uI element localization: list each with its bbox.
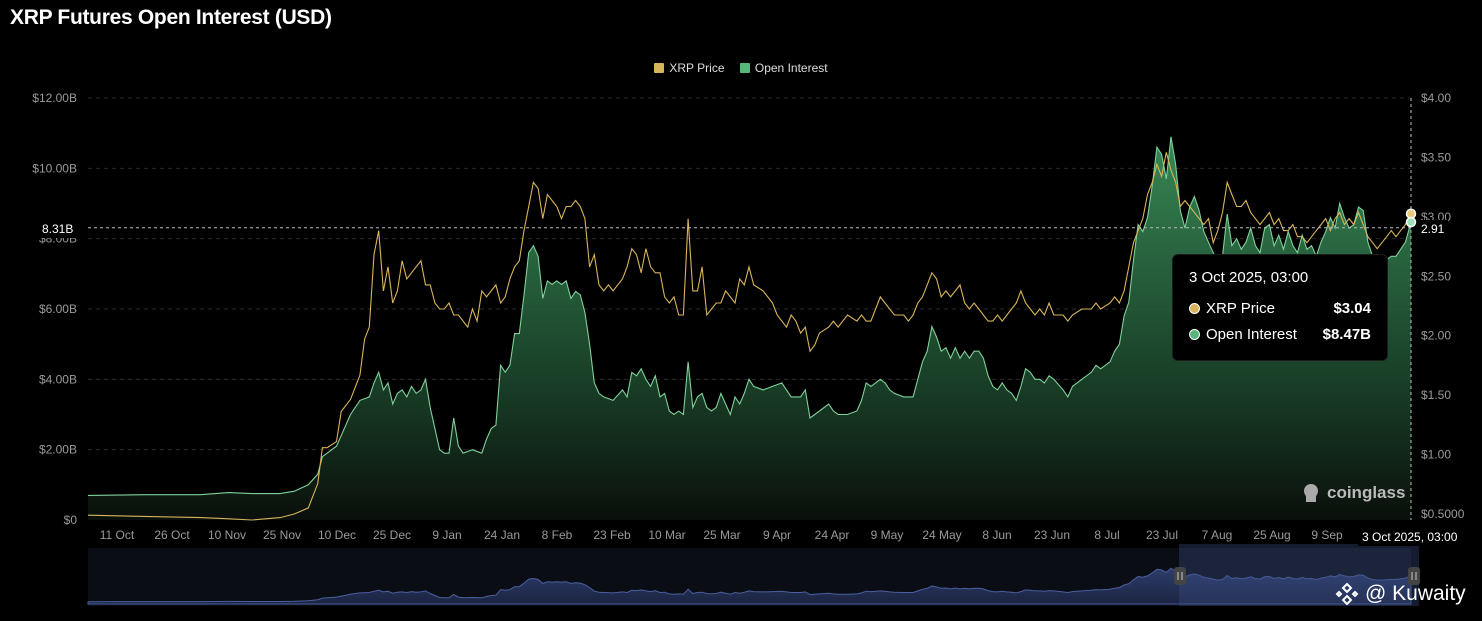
watermark: @ Kuwaity [1335,582,1466,606]
y-right-tick-label: $4.00 [1421,91,1451,105]
x-tick-label: 24 Jan [484,528,520,542]
watermark-text: @ Kuwaity [1365,582,1466,605]
tooltip-value-xrp-price: $3.04 [1333,300,1371,317]
xrp-price-line [87,152,1412,521]
legend-swatch-open-interest [739,63,750,73]
coinglass-logo-text: coinglass [1327,483,1406,502]
navigator-series [87,567,1412,605]
tooltip-label-xrp-price: XRP Price [1206,300,1275,317]
legend-label-open-interest: Open Interest [754,61,828,75]
y-axis-left: $0$2.00B$4.00B$6.00B$8.00B$10.00B$12.00B [32,91,77,527]
tooltip-row-xrp-price: XRP Price $3.04 [1189,300,1371,317]
x-axis: 11 Oct 26 Oct 10 Nov 25 Nov 10 Dec 25 Dec 9 Ja… [100,528,1343,542]
y-right-tick-label: $1.50 [1421,388,1451,402]
crosshair-date-label: 3 Oct 2025, 03:00 [1358,528,1462,546]
x-tick-label: 25 Nov [263,528,301,542]
tooltip-dot-open-interest [1189,329,1200,340]
y-left-tick-label: $4.00B [39,372,77,386]
y-left-tick-label: $12.00B [32,91,77,105]
x-tick-label: 10 Dec [318,528,356,542]
open-interest-marker [1405,216,1417,228]
x-tick-label: 25 Mar [703,528,740,542]
legend-item-xrp-price[interactable]: XRP Price [654,61,725,75]
x-tick-label: 23 Jul [1146,528,1178,542]
navigator-handle-right[interactable] [1408,567,1420,585]
x-tick-label: 10 Mar [648,528,685,542]
x-tick-label: 23 Jun [1034,528,1070,542]
legend-swatch-xrp-price [654,63,665,73]
x-tick-label: 25 Dec [373,528,411,542]
coinglass-icon [1304,484,1318,502]
x-tick-label: 25 Aug [1253,528,1290,542]
x-tick-label: 8 Feb [542,528,573,542]
coinglass-logo: coinglass [1300,482,1405,504]
x-tick-label: 9 Apr [763,528,791,542]
x-tick-label: 7 Aug [1202,528,1233,542]
tooltip-value-open-interest: $8.47B [1322,326,1371,343]
x-tick-label: 24 May [922,528,961,542]
open-interest-line [87,136,1412,496]
y-right-tick-label: $2.00 [1421,329,1451,343]
legend: XRP Price Open Interest [0,61,1482,76]
y-left-tick-label: $2.00B [39,443,77,457]
y-left-tick-label: $10.00B [32,161,77,175]
legend-label-xrp-price: XRP Price [669,61,725,75]
tooltip-dot-xrp-price [1189,303,1200,314]
navigator-selection [1179,544,1419,606]
y-right-tick-label: $1.00 [1421,448,1451,462]
x-tick-label: 24 Apr [815,528,850,542]
x-tick-label: 9 Sep [1311,528,1343,542]
crosshair-right-value: 2.91 [1417,220,1449,238]
binance-icon [1335,582,1359,606]
tooltip-row-open-interest: Open Interest $8.47B [1189,326,1371,343]
legend-item-open-interest[interactable]: Open Interest [739,61,828,75]
chart-title: XRP Futures Open Interest (USD) [10,6,332,29]
y-right-tick-label: $3.50 [1421,150,1451,164]
x-tick-label: 8 Jul [1094,528,1119,542]
tooltip-label-open-interest: Open Interest [1206,326,1297,343]
x-tick-label: 10 Nov [208,528,246,542]
y-left-tick-label: $0 [64,513,78,527]
tooltip: 3 Oct 2025, 03:00 XRP Price $3.04 Open I… [1172,254,1388,361]
x-tick-label: 11 Oct [100,528,135,542]
y-axis-right: $0.5000$1.00$1.50$2.00$2.50$3.00$3.50$4.… [1421,91,1465,521]
open-interest-area [88,136,1411,520]
x-tick-label: 8 Jun [982,528,1011,542]
x-tick-label: 23 Feb [593,528,631,542]
y-left-tick-label: $6.00B [39,302,77,316]
crosshair-left-value: 8.31B [38,220,78,238]
tooltip-date: 3 Oct 2025, 03:00 [1189,269,1309,286]
navigator-handle-left[interactable] [1174,567,1186,585]
y-right-tick-label: $2.50 [1421,269,1451,283]
x-tick-label: 26 Oct [154,528,190,542]
x-tick-label: 9 May [871,528,904,542]
x-tick-label: 9 Jan [432,528,461,542]
y-right-tick-label: $0.5000 [1421,507,1465,521]
